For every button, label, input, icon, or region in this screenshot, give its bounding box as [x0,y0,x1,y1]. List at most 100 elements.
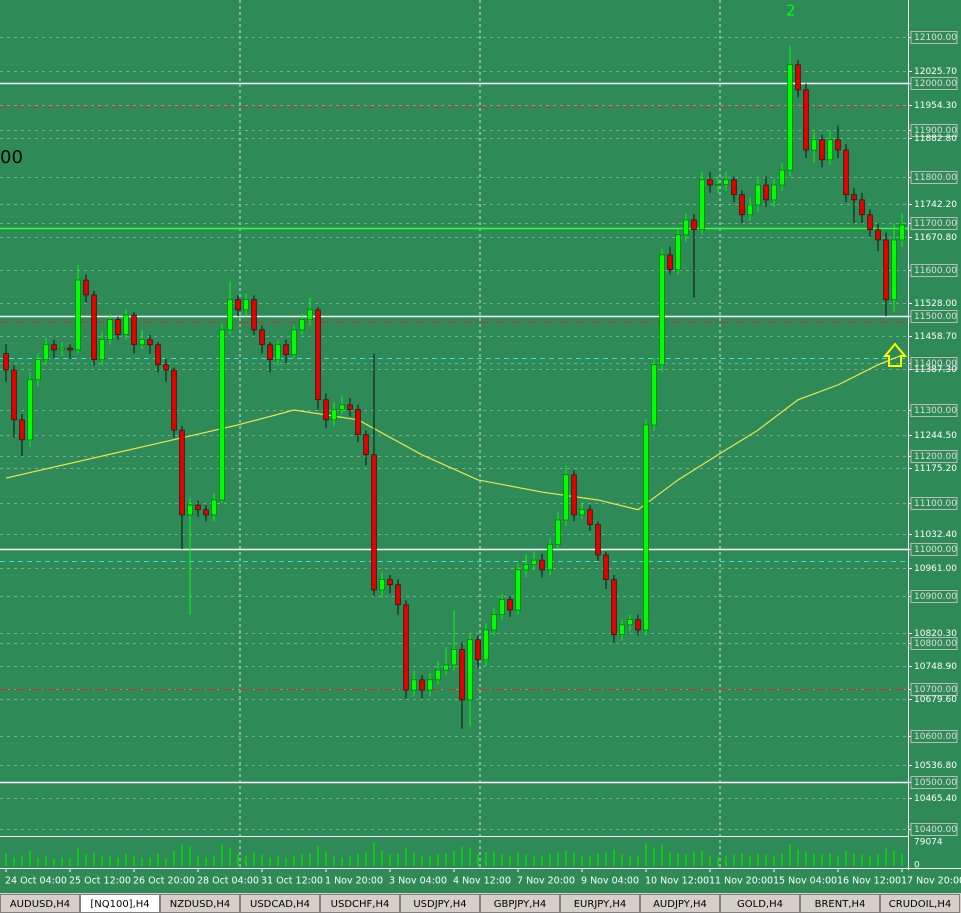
candle-body [643,424,649,631]
tab-label[interactable]: CRUDOIL,H4 [889,899,951,910]
candle-body [499,599,505,615]
y-tick-label: 11000.00 [914,545,957,555]
candle-body [107,319,113,340]
candle-body [451,649,457,666]
y-tick-label: 10800.00 [914,639,957,649]
tab-label[interactable]: BRENT,H4 [815,899,866,910]
x-tick-label: 31 Oct 12:00 [261,876,323,887]
x-tick-label: 9 Nov 04:00 [581,876,639,887]
price-label-box [910,637,958,650]
tab-label[interactable]: GOLD,H4 [737,899,783,910]
candle-body [315,309,321,401]
overlay-text: 00 [0,147,23,168]
price-label-box [910,124,958,137]
tab-label[interactable]: EURJPY,H4 [574,899,627,910]
candle-body [251,299,257,331]
candle-body [699,179,705,231]
tab-label[interactable]: AUDUSD,H4 [10,899,70,910]
y-tick-label: 11200.00 [914,452,957,462]
y-tick-label: 10679.60 [914,695,957,705]
price-label-box [910,171,958,184]
signal-arrow [882,342,908,367]
x-tick-label: 16 Nov 12:00 [837,876,901,887]
price-label-box [910,590,958,603]
candle-body [579,509,585,516]
candle-body [59,347,65,351]
candle-body [747,204,753,216]
candle-body [435,669,441,681]
candle-body [219,329,225,501]
candle-body [731,179,737,196]
candle-body [883,239,889,300]
y-tick-label: 10961.00 [914,564,957,574]
candle-body [299,319,305,331]
candle-body [347,404,353,410]
x-tick-label: 17 Nov 20:00 [901,876,961,887]
candle-body [659,254,665,366]
candle-body [787,64,793,171]
candle-body [67,347,73,351]
price-label-box [910,310,958,323]
y-tick-label: 11800.00 [914,173,957,183]
tab-label[interactable]: USDJPY,H4 [413,899,466,910]
candle-body [371,454,377,591]
tab-label[interactable]: AUDJPY,H4 [653,899,707,910]
y-tick-label: 11528.00 [914,299,957,309]
candle-body [571,474,577,516]
candle-body [523,564,529,571]
candle-body [827,139,833,161]
candle-body [419,679,425,691]
x-tick-label: 25 Oct 12:00 [69,876,131,887]
candle-body [331,409,337,421]
candle-body [339,404,345,410]
y-tick-label: 11300.00 [914,406,957,416]
y-tick-label: 10820.30 [914,629,957,639]
candle-body [459,649,465,701]
candle-body [859,199,865,216]
candle-body [291,329,297,355]
candle-body [3,353,9,371]
y-tick-label: 11032.40 [914,530,957,540]
y-tick-label: 12025.70 [914,67,957,77]
candle-body [163,364,169,371]
y-tick-label: 11900.00 [914,126,957,136]
candle-body [379,579,385,591]
candle-body [355,409,361,436]
candle-body [875,229,881,241]
tab-label[interactable]: GBPJPY,H4 [494,899,547,910]
y-tick-label: 10700.00 [914,685,957,695]
y-tick-label: 11882.80 [914,134,957,144]
candle-body [803,89,809,151]
candle-body [235,299,241,311]
candle-body [179,429,185,516]
price-label-box [910,543,958,556]
y-tick-label: 10748.90 [914,662,957,672]
price-label-box [910,730,958,743]
tab-label[interactable]: USDCHF,H4 [331,899,390,910]
tab-label[interactable]: USDCAD,H4 [250,899,310,910]
price-label-box [910,31,958,44]
candle-body [123,314,129,335]
candle-body [795,64,801,91]
candle-body [243,299,249,311]
candle-body [307,309,313,320]
candle-body [27,379,33,441]
tab-bar: AUDUSD,H4 [NQ100],H4 NZDUSD,H4 USDCAD,H4 USD… [0,894,960,913]
candle-body [515,569,521,611]
tab-label[interactable]: [NQ100],H4 [90,899,149,910]
y-tick-label: 11700.00 [914,219,957,229]
candle-body [483,629,489,661]
y-tick-label: 10536.80 [914,761,957,771]
tab-label[interactable]: NZDUSD,H4 [170,899,230,910]
candle-body [19,419,25,441]
price-label-box [910,776,958,789]
candle-body [835,139,841,151]
candle-body [427,679,433,691]
x-tick-label: 1 Nov 20:00 [325,876,383,887]
y-tick-label: 11175.20 [914,464,957,474]
y-tick-label: 10400.00 [914,825,957,835]
candle-body [395,584,401,606]
candle-body [635,619,641,631]
candle-body [195,504,201,511]
y-tick-label: 11400.00 [914,359,957,369]
